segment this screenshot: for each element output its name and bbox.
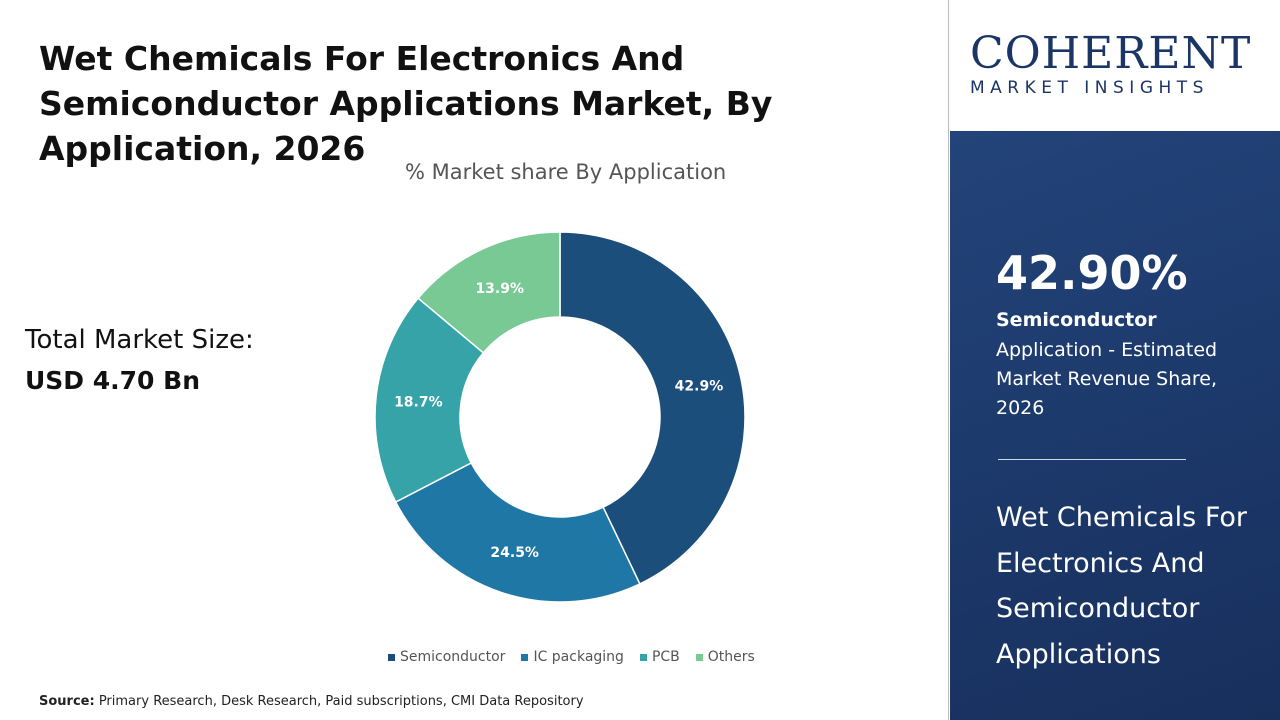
highlight-segment: Semiconductor: [996, 309, 1157, 331]
slice-ic-packaging: [394, 461, 641, 603]
data-label: 18.7%: [394, 394, 443, 410]
logo-main: COHERENT: [970, 28, 1252, 79]
highlight-panel: 42.90% Semiconductor Application - Estim…: [950, 131, 1280, 720]
legend-item: Semiconductor: [388, 649, 505, 665]
highlight-description: Application - Estimated Market Revenue S…: [996, 339, 1218, 419]
market-name: Wet Chemicals For Electronics And Semico…: [996, 502, 1248, 670]
legend-swatch: [521, 653, 529, 661]
slice-pcb: [374, 297, 485, 504]
logo-sub: MARKET INSIGHTS: [970, 78, 1209, 98]
legend: Semiconductor IC packaging PCB Others: [388, 649, 755, 665]
source-note: Source: Primary Research, Desk Research,…: [39, 694, 584, 709]
source-text: Primary Research, Desk Research, Paid su…: [94, 694, 584, 709]
legend-item: PCB: [639, 649, 680, 665]
slice-others: [417, 231, 561, 354]
divider: [948, 0, 949, 720]
data-label: 24.5%: [490, 545, 539, 561]
logo: COHERENT MARKET INSIGHTS: [970, 28, 1265, 99]
legend-label: Others: [707, 649, 755, 665]
legend-swatch: [388, 653, 395, 661]
page-title: Wet Chemicals For Electronics And Semico…: [39, 39, 773, 168]
legend-item: IC packaging: [521, 649, 624, 665]
donut-chart: 42.9% 24.5% 18.7% 13.9%: [374, 231, 746, 603]
legend-label: Semiconductor: [400, 649, 506, 665]
slice-semiconductor: [559, 231, 746, 585]
legend-label: IC packaging: [533, 649, 624, 665]
legend-swatch: [639, 653, 647, 661]
legend-label: PCB: [651, 649, 680, 665]
panel-divider: [998, 459, 1186, 460]
source-label: Source:: [39, 694, 95, 709]
data-label: 13.9%: [475, 281, 524, 297]
highlight-percent: 42.90%: [996, 246, 1188, 300]
chart-title: % Market share By Application: [405, 160, 727, 184]
legend-item: Others: [695, 649, 755, 665]
legend-swatch: [695, 653, 703, 661]
total-market-value: USD 4.70 Bn: [25, 366, 200, 395]
data-label: 42.9%: [675, 378, 724, 394]
total-market-label: Total Market Size:: [25, 325, 254, 355]
